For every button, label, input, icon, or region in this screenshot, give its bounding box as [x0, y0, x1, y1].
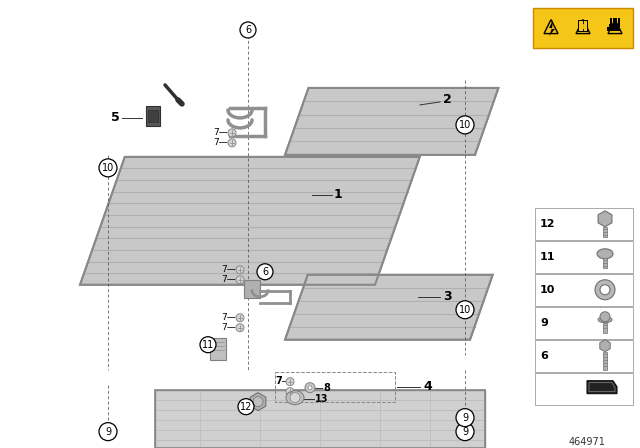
Bar [275, 372, 395, 402]
Text: 7—: 7— [221, 313, 236, 322]
Circle shape [228, 139, 236, 147]
Text: 464971: 464971 [568, 437, 605, 447]
Circle shape [286, 388, 294, 396]
Bar [148, 110, 158, 122]
Text: 4: 4 [424, 380, 433, 393]
Bar [612, 18, 614, 25]
Circle shape [253, 396, 263, 407]
Text: 9: 9 [462, 413, 468, 422]
Text: 6: 6 [540, 351, 548, 361]
Text: 7—: 7— [221, 265, 236, 274]
Circle shape [290, 392, 300, 403]
Text: 7—: 7— [221, 323, 236, 332]
Bar [535, 208, 633, 240]
Circle shape [456, 422, 474, 441]
Text: 1: 1 [333, 188, 342, 201]
Text: 9: 9 [462, 426, 468, 437]
Bar [155, 390, 485, 448]
Bar [610, 18, 612, 25]
Bar [244, 280, 260, 298]
Polygon shape [549, 20, 555, 36]
Polygon shape [285, 275, 493, 340]
Circle shape [228, 129, 236, 137]
Bar [603, 323, 607, 333]
Circle shape [308, 386, 312, 390]
Circle shape [236, 276, 244, 284]
Bar [535, 307, 633, 339]
Bar [535, 373, 633, 405]
Polygon shape [80, 157, 420, 285]
Circle shape [600, 285, 610, 295]
Ellipse shape [286, 391, 304, 405]
Text: 10: 10 [540, 285, 556, 295]
Bar [607, 27, 611, 31]
Text: 12: 12 [240, 402, 252, 412]
Bar [535, 274, 633, 306]
Text: 2: 2 [443, 94, 451, 107]
Bar [603, 258, 607, 268]
Circle shape [236, 324, 244, 332]
Polygon shape [155, 390, 485, 448]
Polygon shape [576, 20, 590, 34]
Text: 7: 7 [275, 376, 282, 386]
Circle shape [456, 301, 474, 319]
Circle shape [238, 399, 254, 415]
Text: 3: 3 [443, 290, 451, 303]
Circle shape [595, 280, 615, 300]
Text: 13: 13 [315, 394, 328, 404]
Circle shape [236, 266, 244, 274]
Text: 6: 6 [245, 25, 251, 35]
Bar [583, 21, 587, 31]
Circle shape [257, 264, 273, 280]
Circle shape [236, 314, 244, 322]
Polygon shape [544, 20, 558, 34]
Polygon shape [587, 381, 617, 394]
Circle shape [200, 337, 216, 353]
Bar [210, 338, 226, 360]
Circle shape [240, 22, 256, 38]
Bar [603, 352, 607, 370]
Bar [146, 106, 160, 126]
Bar [603, 227, 607, 237]
Bar [618, 18, 620, 25]
Polygon shape [598, 211, 612, 227]
Bar [535, 340, 633, 372]
Text: 10: 10 [459, 120, 471, 130]
Circle shape [286, 378, 294, 386]
Circle shape [305, 383, 315, 392]
Bar [535, 241, 633, 273]
Text: 7—: 7— [221, 275, 236, 284]
Text: 7—: 7— [213, 129, 228, 138]
Text: 11: 11 [202, 340, 214, 350]
Polygon shape [285, 88, 499, 155]
Ellipse shape [597, 249, 613, 259]
Circle shape [456, 116, 474, 134]
Circle shape [99, 159, 117, 177]
Circle shape [99, 422, 117, 441]
Text: 10: 10 [102, 163, 114, 173]
Bar [533, 8, 633, 48]
Text: 6: 6 [262, 267, 268, 277]
Polygon shape [250, 392, 266, 411]
Text: i: i [582, 24, 584, 30]
Polygon shape [600, 340, 610, 352]
Text: 9: 9 [105, 426, 111, 437]
Polygon shape [608, 20, 622, 34]
Text: 8: 8 [323, 383, 330, 392]
Bar [578, 20, 588, 32]
Text: 12: 12 [540, 219, 556, 229]
Text: 11: 11 [540, 252, 556, 262]
Circle shape [600, 312, 610, 322]
Bar [615, 18, 617, 25]
Text: 9: 9 [540, 318, 548, 328]
Bar [609, 24, 620, 31]
Bar [579, 21, 582, 31]
Circle shape [456, 409, 474, 426]
Text: 7—: 7— [213, 138, 228, 147]
Text: 5: 5 [111, 112, 120, 125]
Ellipse shape [598, 317, 612, 323]
Text: 10: 10 [459, 305, 471, 315]
